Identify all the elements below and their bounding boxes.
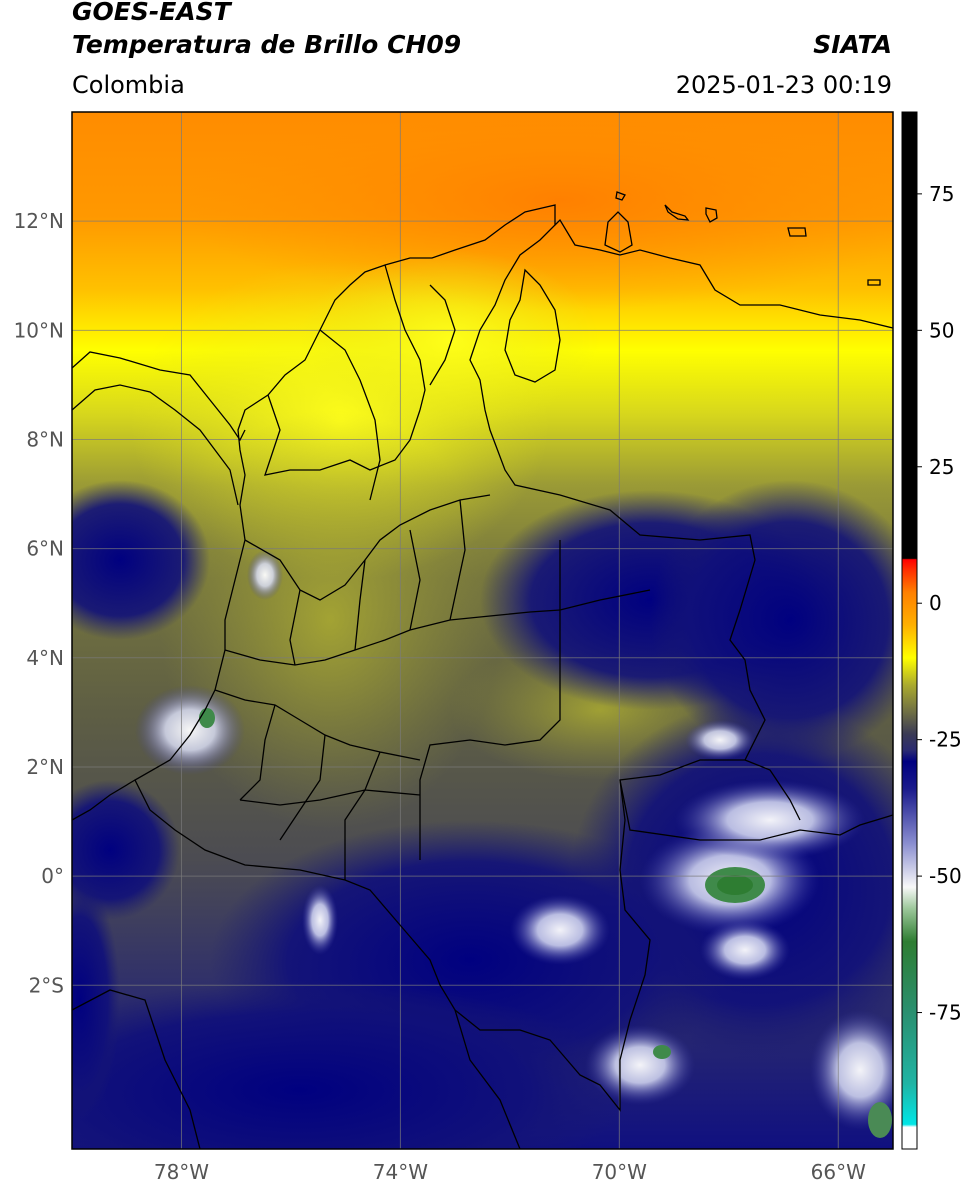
map-frame	[71, 111, 894, 1150]
paraguana-peninsula	[604, 211, 633, 253]
political-boundaries	[72, 191, 893, 1149]
department-line	[224, 609, 561, 666]
lat-tick-label: 8°N	[26, 427, 64, 451]
lon-tick-label: 78°W	[154, 1160, 209, 1184]
colorbar-tick-label: -75	[929, 1001, 962, 1025]
lat-tick-label: 0°	[41, 864, 64, 888]
department-line	[239, 704, 276, 801]
region-label: Colombia	[72, 71, 185, 99]
colorbar-tick-label: 50	[929, 318, 954, 342]
brazil-border-east	[419, 540, 561, 860]
colombia-outline	[134, 204, 766, 1112]
satellite-title: GOES-EAST	[72, 0, 231, 26]
lon-tick-label: 74°W	[373, 1160, 428, 1184]
longitude-tick-labels: 78°W 74°W 70°W 66°W	[154, 1160, 866, 1184]
latitude-tick-labels: 12°N 10°N 8°N 6°N 4°N 2°N 0° 2°S	[14, 209, 64, 997]
brightness-temperature-field	[72, 112, 893, 1149]
department-line	[279, 734, 326, 841]
venezuela-south-border	[744, 759, 801, 821]
lat-tick-label: 2°S	[29, 973, 64, 997]
venezuela-inner-border	[619, 779, 893, 841]
lat-tick-label: 6°N	[26, 537, 64, 561]
department-line	[409, 529, 421, 631]
colorbar-tick-label: -50	[929, 864, 962, 888]
map-gridlines	[72, 112, 893, 1149]
department-line	[449, 499, 466, 621]
panama-south-coast	[72, 384, 239, 506]
brand-label: SIATA	[813, 30, 892, 59]
island	[615, 191, 626, 201]
department-line	[289, 589, 301, 666]
department-line	[239, 789, 421, 806]
colorbar: 75 50 25 0 -25 -50 -75	[901, 111, 962, 1150]
island	[867, 279, 881, 286]
department-line	[264, 394, 421, 476]
brazil-peru-boundary	[454, 1009, 521, 1149]
colorbar-tick-label: 25	[929, 455, 954, 479]
timestamp-label: 2025-01-23 00:19	[675, 71, 892, 99]
colorbar-tick-label: -25	[929, 728, 962, 752]
lon-tick-label: 66°W	[811, 1160, 866, 1184]
department-line	[429, 284, 456, 386]
venezuela-coast	[554, 218, 893, 329]
colorbar-scale	[901, 111, 918, 1150]
product-title: Temperatura de Brillo CH09	[72, 30, 462, 59]
peru-boundary	[72, 989, 201, 1149]
lat-tick-label: 10°N	[14, 318, 64, 342]
department-line	[559, 589, 651, 611]
island	[787, 227, 807, 237]
island	[664, 204, 690, 221]
ecuador-boundary	[72, 779, 136, 821]
colorbar-tick-label: 0	[929, 591, 942, 615]
lat-tick-label: 12°N	[14, 209, 64, 233]
panama-coast	[72, 351, 246, 442]
colorbar-tick-label: 75	[929, 182, 954, 206]
lat-tick-label: 2°N	[26, 755, 64, 779]
department-line	[344, 751, 381, 880]
lon-tick-label: 70°W	[592, 1160, 647, 1184]
department-line	[384, 264, 426, 411]
lat-tick-label: 4°N	[26, 646, 64, 670]
colorbar-ticks: 75 50 25 0 -25 -50 -75	[917, 182, 962, 1025]
department-line	[354, 559, 366, 651]
department-line	[319, 329, 381, 501]
island	[705, 207, 718, 223]
lake-maracaibo	[504, 268, 561, 383]
department-line	[214, 689, 421, 761]
